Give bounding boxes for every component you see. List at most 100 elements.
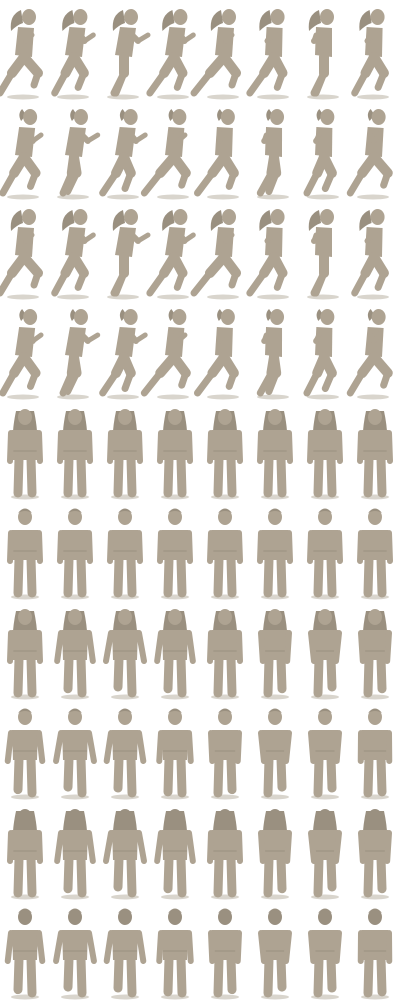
- back-shin: [0, 269, 16, 297]
- right-leg: [326, 854, 337, 892]
- left-arm: [357, 430, 364, 464]
- torso: [262, 730, 288, 760]
- head: [320, 109, 335, 125]
- right-leg: [226, 854, 237, 898]
- right-arm: [386, 530, 393, 564]
- head: [73, 209, 88, 225]
- sprite-frame-walk-front-long-hair-5: [207, 609, 243, 700]
- back-shin: [178, 369, 190, 389]
- right-arm: [336, 430, 343, 464]
- right-leg: [26, 754, 37, 798]
- forearm: [23, 32, 35, 44]
- right-leg: [176, 754, 187, 798]
- head: [368, 909, 382, 925]
- left-leg: [63, 754, 74, 792]
- left-leg: [63, 654, 74, 694]
- left-leg: [213, 754, 224, 798]
- torso: [262, 430, 288, 460]
- sprite-frame-run-side-long-hair-alt-8: [351, 209, 389, 300]
- left-arm: [154, 630, 164, 664]
- right-arm: [186, 630, 196, 664]
- left-leg: [113, 854, 124, 892]
- forearm: [23, 232, 35, 244]
- hair: [218, 508, 232, 513]
- torso: [312, 730, 338, 760]
- left-arm: [358, 830, 366, 864]
- ground-shadow: [357, 94, 389, 100]
- ground-shadow: [157, 394, 189, 400]
- head: [268, 809, 282, 825]
- head: [368, 509, 382, 525]
- sprite-frame-walk-back-long-hair-5: [207, 809, 243, 900]
- back-shin: [346, 169, 366, 197]
- ground-shadow: [7, 394, 39, 400]
- ground-shadow: [7, 94, 39, 100]
- left-arm: [54, 830, 64, 864]
- head: [368, 609, 382, 625]
- front-shin: [74, 269, 88, 291]
- sprite-frame-walk-back-short-hair-4: [156, 908, 194, 1000]
- front-shin: [374, 269, 388, 291]
- sprite-frame-run-side-long-hair-alt-5: [190, 209, 241, 300]
- torso: [162, 930, 188, 960]
- head: [220, 309, 235, 325]
- hair: [210, 10, 223, 31]
- right-leg: [326, 454, 337, 498]
- head: [18, 809, 32, 825]
- sprite-frame-run-side-short-hair-alt-7: [303, 309, 339, 400]
- right-leg: [376, 654, 387, 694]
- sprite-frame-walk-front-short-hair-5: [208, 708, 242, 800]
- left-arm: [207, 430, 214, 464]
- right-arm: [86, 630, 96, 664]
- torso: [162, 830, 188, 860]
- hair: [218, 708, 232, 713]
- sprite-frame-run-side-long-hair-alt-2: [51, 209, 96, 300]
- hair: [68, 708, 82, 713]
- torso: [212, 930, 238, 960]
- sprite-frame-idle-front-long-hair-2: [57, 409, 93, 500]
- right-arm: [283, 930, 292, 964]
- hair: [168, 508, 182, 513]
- forearm: [133, 132, 148, 144]
- forearm: [133, 332, 148, 344]
- sprite-frame-run-side-short-hair-1: [0, 109, 44, 200]
- right-leg: [276, 754, 287, 792]
- hair: [316, 109, 324, 121]
- head: [18, 509, 32, 525]
- back-shin: [0, 369, 18, 397]
- left-leg: [263, 754, 274, 798]
- ground-shadow: [357, 194, 389, 200]
- front-shin: [193, 169, 216, 197]
- left-arm: [57, 530, 64, 564]
- right-leg: [176, 554, 187, 598]
- left-leg: [13, 554, 24, 598]
- head: [172, 309, 187, 325]
- head: [118, 909, 132, 925]
- torso: [212, 430, 238, 460]
- sprite-frame-idle-front-long-hair-3: [107, 409, 143, 500]
- ground-shadow: [307, 394, 339, 400]
- left-arm: [157, 530, 164, 564]
- head: [320, 309, 335, 325]
- torso: [212, 530, 238, 560]
- right-leg: [126, 454, 137, 498]
- torso: [262, 530, 288, 560]
- left-leg: [113, 754, 124, 793]
- hair: [266, 309, 274, 321]
- back-shin: [303, 369, 321, 397]
- head: [173, 9, 188, 25]
- back-shin: [312, 269, 328, 297]
- sprite-frame-run-side-long-hair-7: [307, 9, 339, 100]
- back-shin: [59, 369, 76, 397]
- head: [118, 709, 132, 725]
- right-arm: [284, 630, 292, 664]
- right-leg: [126, 754, 137, 798]
- left-arm: [207, 830, 214, 864]
- sprite-frame-idle-front-short-hair-8: [357, 508, 393, 600]
- back-shin: [265, 169, 280, 196]
- right-leg: [126, 954, 137, 998]
- torso: [112, 730, 138, 760]
- sprite-frame-idle-front-short-hair-1: [7, 508, 43, 600]
- right-arm: [333, 930, 342, 964]
- left-arm: [258, 630, 266, 664]
